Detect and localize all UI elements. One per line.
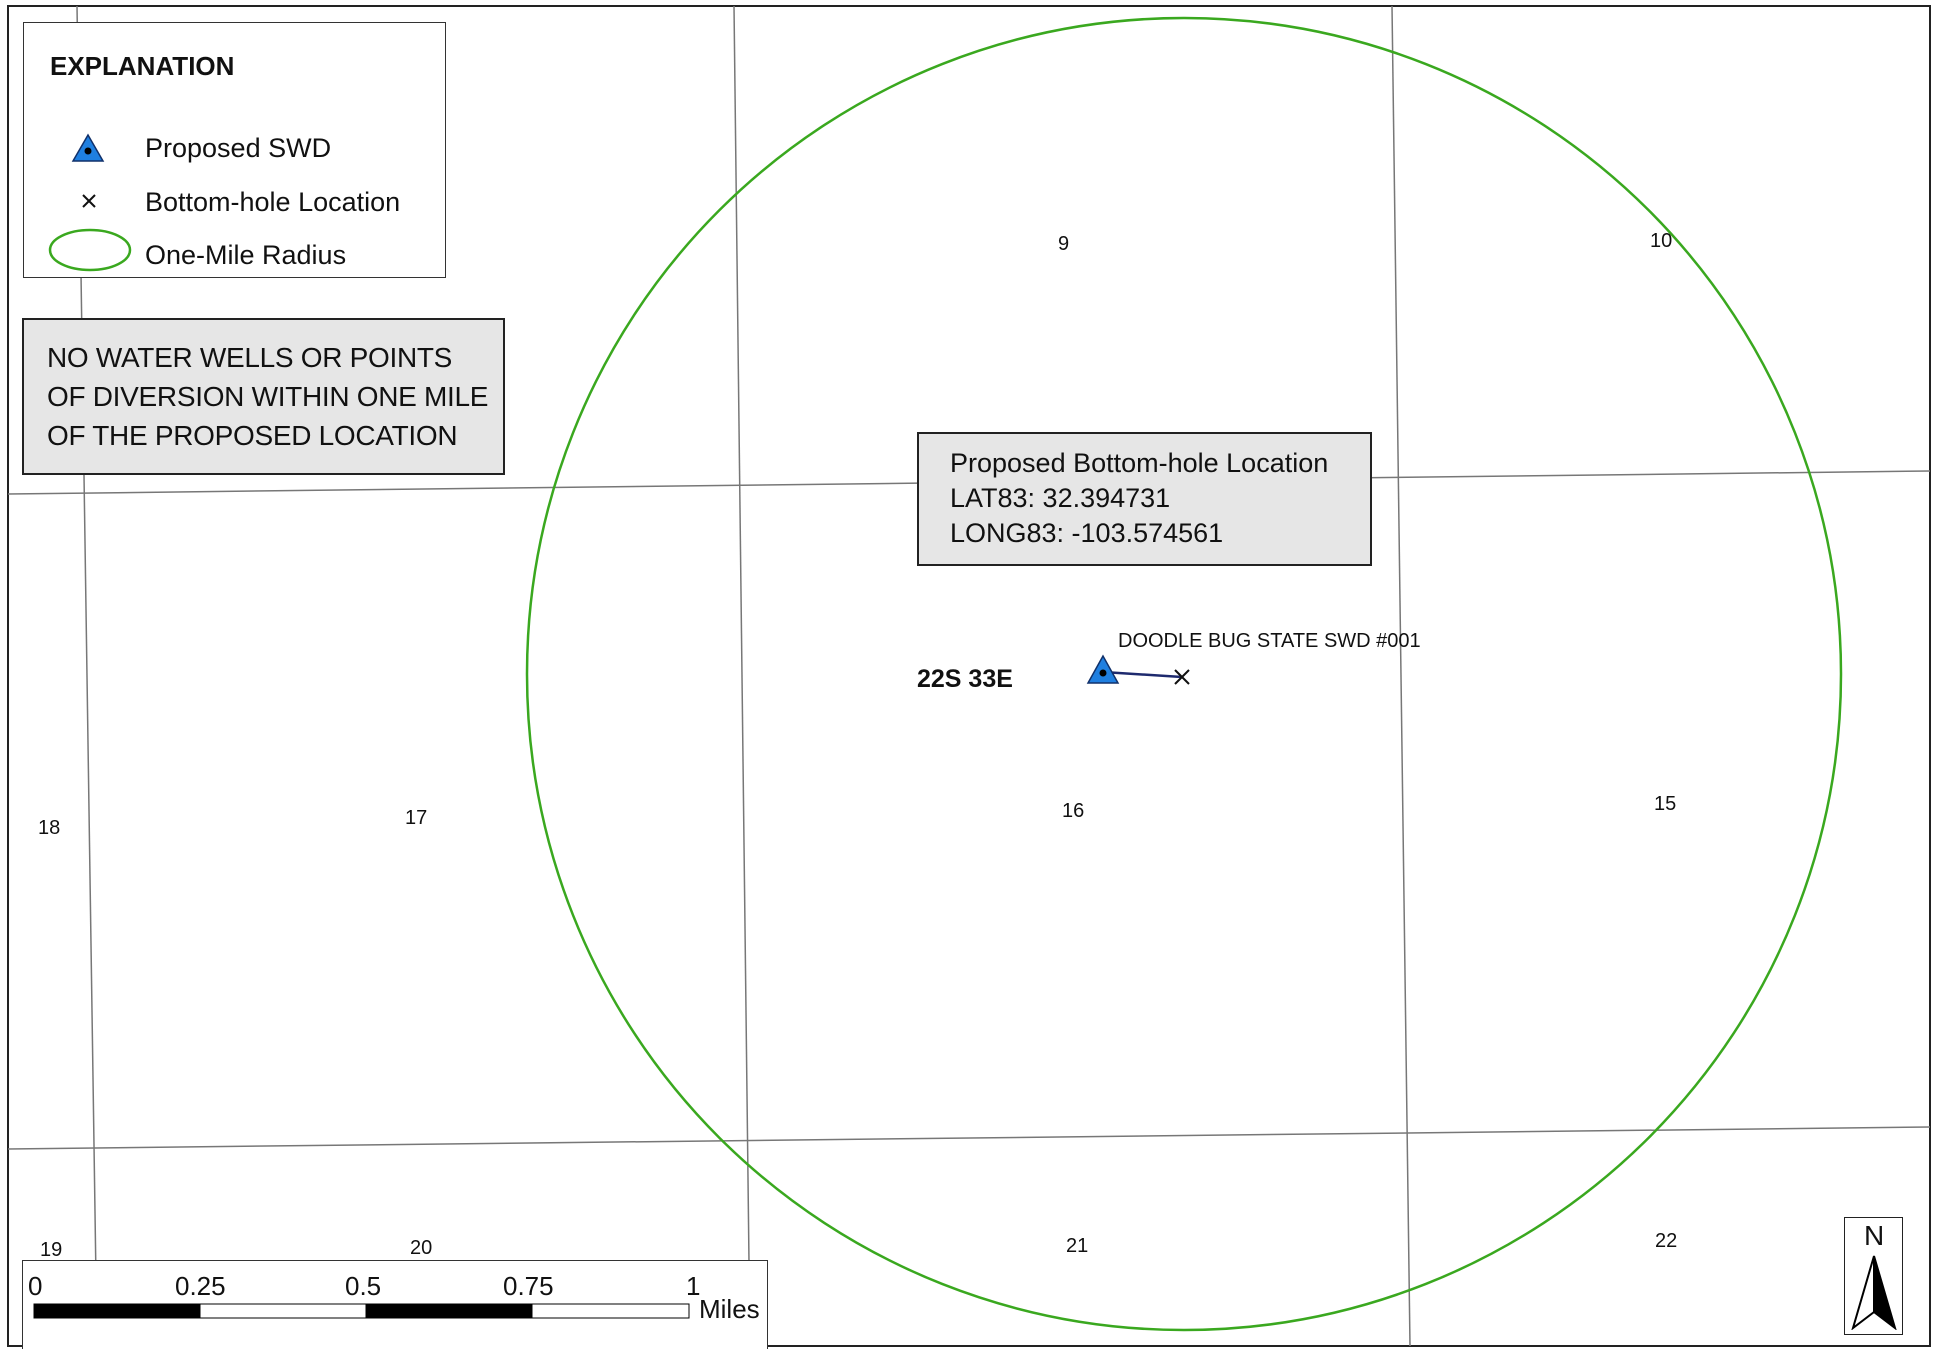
notice-line: OF THE PROPOSED LOCATION: [47, 420, 458, 451]
north-arrow: N: [1844, 1217, 1903, 1335]
well-name-label: DOODLE BUG STATE SWD #001: [1118, 630, 1421, 652]
grid-line: [1391, 5, 1411, 1347]
longitude-value: LONG83: -103.574561: [950, 518, 1224, 548]
grid-line: [7, 1126, 1931, 1150]
scale-tick-label: 0: [28, 1271, 43, 1301]
notice-line: NO WATER WELLS OR POINTS: [47, 342, 453, 373]
section-label: 18: [38, 817, 61, 839]
bottom-hole-coordinates-box: Proposed Bottom-hole Location LAT83: 32.…: [917, 432, 1372, 566]
x-mark-icon: [82, 194, 96, 208]
proposed-swd-icon: [1086, 654, 1120, 684]
scale-bar: 0 0.25 0.5 0.75 1 Miles: [22, 1260, 768, 1349]
coord-title: Proposed Bottom-hole Location: [950, 448, 1329, 478]
section-label: 15: [1654, 793, 1677, 815]
map-frame: [7, 5, 1931, 1347]
green-ellipse-icon: [48, 228, 132, 272]
legend-item-one-mile-radius: One-Mile Radius: [24, 228, 445, 274]
no-water-wells-notice: NO WATER WELLS OR POINTS OF DIVERSION WI…: [22, 318, 505, 475]
scale-bar-graphic: [33, 1303, 690, 1319]
section-label: 21: [1066, 1235, 1089, 1257]
notice-line: OF DIVERSION WITHIN ONE MILE: [47, 381, 489, 412]
scale-unit-label: Miles: [699, 1294, 760, 1324]
scale-tick-label: 0.75: [503, 1271, 554, 1301]
bottom-hole-x-icon: [1174, 669, 1190, 685]
legend-item-proposed-swd: Proposed SWD: [24, 127, 445, 167]
legend-label: Bottom-hole Location: [145, 187, 401, 217]
section-label: 9: [1058, 233, 1070, 255]
north-label: N: [1864, 1220, 1885, 1251]
legend-item-bottom-hole: Bottom-hole Location: [24, 181, 445, 221]
one-mile-radius-circle: [525, 16, 1843, 1332]
section-grid: [7, 5, 1931, 1347]
section-label: 19: [40, 1239, 63, 1261]
blue-triangle-icon: [71, 133, 105, 162]
section-label: 10: [1650, 230, 1673, 252]
scale-tick-label: 0.5: [345, 1271, 382, 1301]
legend-box: EXPLANATION Proposed SWD Bottom-hole Loc…: [23, 22, 446, 278]
legend-title: EXPLANATION: [50, 51, 235, 81]
legend-label: One-Mile Radius: [145, 240, 347, 270]
section-label: 17: [405, 807, 428, 829]
section-label: 22: [1655, 1230, 1678, 1252]
section-label: 16: [1062, 800, 1085, 822]
north-arrow-icon: [1851, 1255, 1897, 1330]
township-range-label: 22S 33E: [917, 665, 1013, 693]
scale-tick-label: 0.25: [175, 1271, 226, 1301]
scale-tick-label: 1: [686, 1271, 701, 1301]
well-path-line: [1102, 670, 1183, 679]
section-label: 20: [410, 1237, 433, 1259]
grid-line: [733, 5, 751, 1347]
legend-label: Proposed SWD: [145, 133, 332, 163]
latitude-value: LAT83: 32.394731: [950, 483, 1171, 513]
